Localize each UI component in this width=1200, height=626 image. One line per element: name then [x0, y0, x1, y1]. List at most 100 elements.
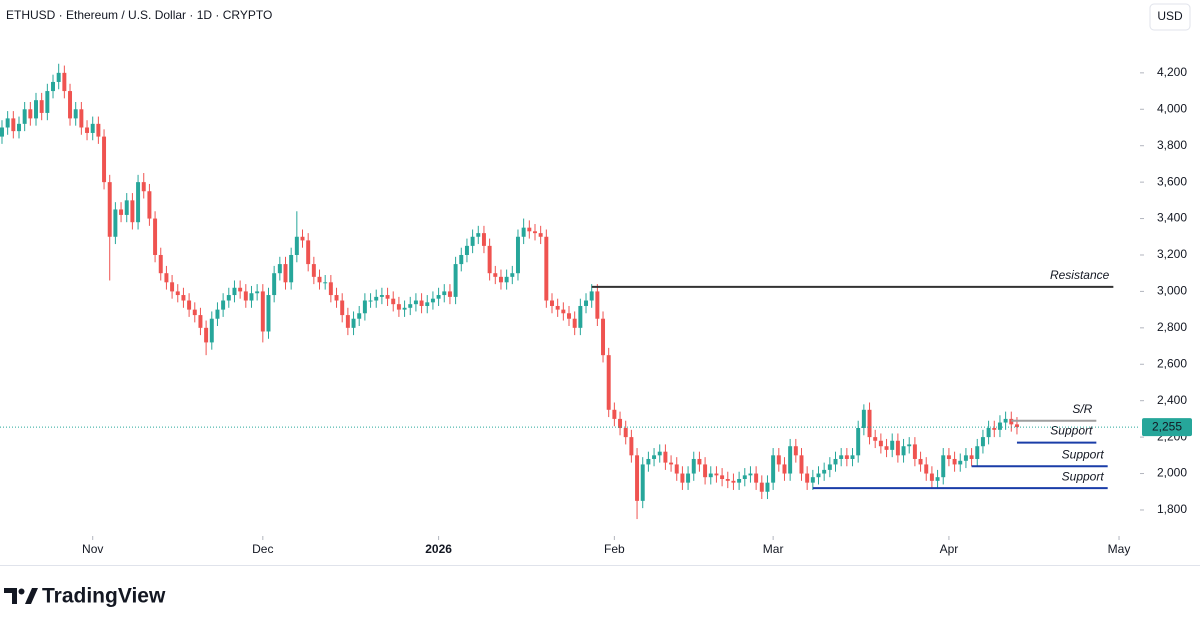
- candle-body: [765, 482, 770, 492]
- candle-body: [986, 428, 991, 438]
- candle-body: [521, 227, 526, 237]
- candle-body: [62, 72, 67, 92]
- candle-body: [447, 291, 452, 297]
- candle-body: [850, 455, 855, 459]
- candle-body: [379, 295, 384, 297]
- candle-body: [912, 444, 917, 459]
- candle-body: [311, 264, 316, 277]
- candle-body: [470, 236, 475, 246]
- candle-body: [895, 440, 900, 456]
- candle-body: [498, 276, 503, 283]
- candle-body: [878, 440, 883, 447]
- candle-body: [958, 460, 963, 465]
- candle-body: [79, 109, 84, 128]
- candle-body: [618, 418, 623, 429]
- candle-body: [96, 123, 101, 137]
- candle-body: [550, 300, 554, 306]
- candle-body: [861, 409, 866, 429]
- candle-body: [232, 287, 237, 296]
- candle-body: [56, 72, 61, 82]
- candle-body: [941, 455, 946, 478]
- candle-body: [464, 245, 469, 255]
- candle-body: [385, 295, 390, 299]
- level-label: Support: [1062, 447, 1105, 461]
- candle-body: [345, 315, 350, 328]
- candle-body: [816, 473, 821, 478]
- candle-body: [413, 300, 418, 305]
- candle-body: [249, 293, 254, 301]
- candle-body: [34, 100, 38, 119]
- currency-button[interactable]: [1149, 3, 1191, 31]
- candle-body: [595, 291, 600, 319]
- candle-body: [430, 298, 435, 303]
- x-tick-label: Feb: [604, 542, 625, 556]
- candle-body: [238, 287, 243, 292]
- candle-body: [538, 233, 543, 237]
- candle-body: [697, 458, 702, 465]
- y-tick-label: 2,800: [1157, 320, 1187, 334]
- candle-body: [357, 313, 362, 319]
- candle-body: [124, 200, 129, 215]
- candle-body: [589, 291, 594, 301]
- candle-body: [374, 296, 379, 301]
- y-tick-label: 2,400: [1157, 393, 1187, 407]
- candle-body: [283, 264, 288, 283]
- candle-body: [686, 473, 691, 483]
- candle-body: [725, 479, 730, 481]
- candle-body: [209, 318, 214, 343]
- candle-body: [652, 455, 657, 459]
- candle-body: [11, 118, 16, 132]
- candle-body: [793, 446, 798, 456]
- price-tag: [1142, 418, 1192, 437]
- candle-body: [158, 254, 163, 274]
- candle-body: [567, 313, 571, 319]
- candle-body: [635, 455, 640, 501]
- candle-body: [90, 123, 95, 133]
- logo-mark: [4, 588, 17, 604]
- candle-body: [720, 475, 725, 480]
- candle-body: [204, 327, 209, 343]
- y-tick-label: 3,200: [1157, 247, 1187, 261]
- candle-body: [946, 455, 951, 459]
- candle-body: [408, 304, 413, 308]
- candle-body: [510, 273, 515, 277]
- x-tick-label: 2026: [425, 542, 452, 556]
- level-label: Support: [1050, 424, 1093, 438]
- y-tick-label: 3,800: [1157, 138, 1187, 152]
- x-tick-label: May: [1108, 542, 1131, 556]
- currency-label[interactable]: USD: [1157, 9, 1183, 23]
- candle-body: [243, 291, 248, 301]
- candle-body: [669, 462, 674, 465]
- candle-body: [890, 440, 895, 450]
- candle-body: [436, 295, 441, 299]
- candle-body: [102, 136, 107, 183]
- candle-body: [646, 458, 651, 465]
- candle-body: [601, 318, 606, 356]
- candle-body: [289, 254, 294, 283]
- candle-body: [969, 455, 974, 459]
- candle-body: [776, 455, 781, 465]
- candle-body: [884, 446, 889, 450]
- candle-body: [85, 127, 90, 133]
- candle-body: [584, 300, 589, 306]
- candle-body: [391, 298, 396, 305]
- candle-body: [742, 475, 747, 480]
- candle-body: [997, 422, 1002, 430]
- candle-body: [136, 182, 141, 223]
- candle-body: [215, 309, 220, 319]
- x-tick-label: Apr: [940, 542, 959, 556]
- candle-body: [5, 118, 10, 128]
- candle-body: [192, 309, 197, 316]
- candle-body: [153, 218, 158, 255]
- candle-body: [198, 315, 203, 328]
- level-label: Resistance: [1050, 268, 1110, 282]
- candle-body: [51, 81, 56, 92]
- candle-body: [17, 123, 21, 132]
- candle-body: [856, 428, 861, 456]
- candle-body: [481, 233, 486, 246]
- candle-body: [754, 473, 759, 483]
- candle-body: [119, 209, 124, 215]
- candle-body: [907, 444, 912, 447]
- candle-body: [844, 455, 849, 459]
